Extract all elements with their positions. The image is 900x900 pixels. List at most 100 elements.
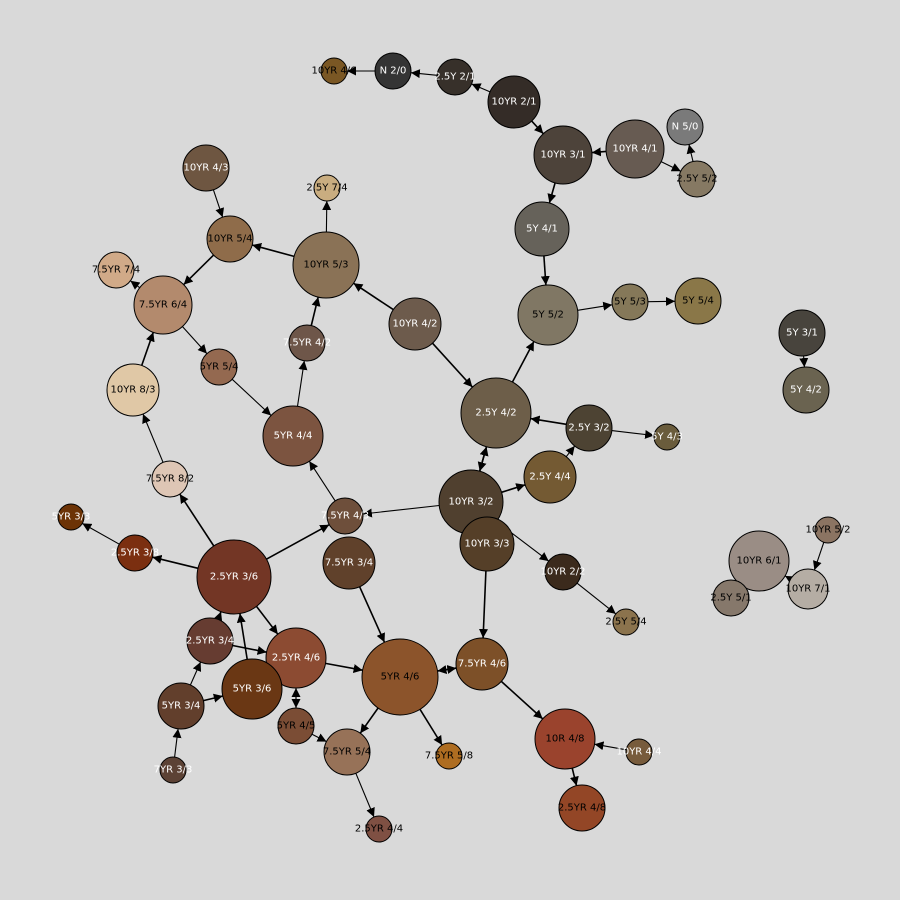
node-10yr-5-4[interactable]: 10YR 5/4 [206,215,254,263]
edge-10yr-4-1-to-10yr-3-1 [591,147,607,157]
node-7-5yr-6-4[interactable]: 7.5YR 6/4 [133,275,193,335]
node-5yr-3-3[interactable]: 5YR 3/3 [52,503,91,531]
node-label: 5YR 4/5 [277,721,316,732]
edge-2-5yr-3-6-to-7-5yr-8-2 [179,493,215,547]
node-2-5yr-3-6[interactable]: 2.5YR 3/6 [196,539,272,615]
node-label: 2.5Y 3/2 [568,423,609,434]
edge-2-5yr-4-6-to-5yr-4-6 [325,662,363,674]
edge-7-5yr-8-2-to-10yr-8-3 [142,413,164,463]
node-5yr-4-6[interactable]: 5YR 4/6 [361,638,439,716]
node-label: N 5/0 [672,122,699,133]
node-5y-5-2[interactable]: 5Y 5/2 [517,284,579,346]
node-label: 5YR 3/6 [233,684,272,695]
node-5y-4-1[interactable]: 5Y 4/1 [514,201,570,257]
node-circle [534,708,596,770]
node-label: 7.5YR 6/4 [139,300,187,311]
node-2-5y-4-4[interactable]: 2.5Y 4/4 [523,450,577,504]
node-10yr-3-3[interactable]: 10YR 3/3 [459,516,515,572]
node-10yr-7-1[interactable]: 10YR 7/1 [785,568,831,610]
edge-10yr-5-3-to-10yr-5-4 [251,243,295,258]
node-5y-5-4[interactable]: 5Y 5/4 [674,277,722,325]
node-10yr-2-2[interactable]: 10YR 2/2 [540,553,586,591]
node-10yr-2-1[interactable]: 10YR 2/1 [487,75,541,129]
node-2-5y-3-2[interactable]: 2.5Y 3/2 [565,404,613,452]
node-5yr-4-5[interactable]: 5YR 4/5 [277,707,316,745]
edge-5yr-5-4-to-5yr-4-4 [231,378,272,416]
node-circle [533,125,593,185]
node-5yr-3-4[interactable]: 5YR 3/4 [157,682,205,730]
edge-7-5yr-4-3-to-5yr-4-4 [308,460,336,502]
node-circle [605,119,665,179]
node-2-5y-5-2[interactable]: 2.5Y 5/2 [676,160,718,198]
node-circle [277,707,315,745]
node-label: 10YR 4/2 [392,319,437,330]
node-2-5y-5-1[interactable]: 2.5Y 5/1 [710,579,752,617]
node-label: 10YR 4/1 [612,144,657,155]
node-5y-3-1[interactable]: 5Y 3/1 [778,309,826,357]
node-10r-4-8[interactable]: 10R 4/8 [534,708,596,770]
edge-10yr-3-1-to-5y-4-1 [547,182,557,204]
node-circle [196,539,272,615]
node-2-5y-4-2[interactable]: 2.5Y 4/2 [460,377,532,449]
node-2-5yr-4-6[interactable]: 2.5YR 4/6 [265,627,327,689]
node-circle [361,638,439,716]
node-label: 10YR 4/3 [183,163,228,174]
node-2-5yr-4-4[interactable]: 2.5YR 4/4 [355,815,403,843]
node-10yr-4-6[interactable]: 10YR 4/6 [311,57,357,85]
edge-7-5yr-5-4-to-2-5yr-4-4 [355,772,375,818]
node-2-5y-2-1[interactable]: 2.5Y 2/1 [434,58,476,96]
node-label: 10YR 5/4 [207,234,252,245]
node-circle [159,756,187,784]
node-7-5yr-3-4[interactable]: 7.5YR 3/4 [322,536,376,590]
node-7-5yr-8-2[interactable]: 7.5YR 8/2 [146,460,194,498]
node-2-5yr-4-8[interactable]: 2.5YR 4/8 [558,784,606,832]
node-label: 5YR 3/4 [162,701,201,712]
node-7-5yr-4-6[interactable]: 7.5YR 4/6 [455,637,509,691]
node-10yr-5-2[interactable]: 10YR 5/2 [805,516,851,544]
node-5y-4-2[interactable]: 5Y 4/2 [782,366,830,414]
node-2-5yr-3-8[interactable]: 2.5YR 3/8 [111,534,159,572]
edge-2-5yr-3-4-to-2-5yr-4-6 [232,644,267,655]
node-5yr-5-4[interactable]: 5YR 5/4 [200,348,239,386]
node-circle [388,297,442,351]
node-10yr-6-1[interactable]: 10YR 6/1 [728,530,790,592]
node-7-5yr-7-4[interactable]: 7.5YR 7/4 [92,251,140,289]
node-circle [455,637,509,691]
node-10yr-4-1[interactable]: 10YR 4/1 [605,119,665,179]
node-5y-5-3[interactable]: 5Y 5/3 [611,283,649,321]
edge-5yr-3-4-to-2-5yr-3-4 [189,661,202,686]
node-5y-4-3[interactable]: 5Y 4/3 [651,423,683,451]
node-label: 10YR 2/1 [491,97,536,108]
node-7-5yr-5-8[interactable]: 7.5YR 5/8 [425,742,473,770]
edge-5y-3-1-to-5y-4-2 [799,355,809,368]
node-10yr-4-3[interactable]: 10YR 4/3 [182,144,230,192]
edge-10yr-4-1-to-2-5y-5-2 [660,161,682,172]
node-circle [728,530,790,592]
edge-5y-5-2-to-5y-5-3 [577,301,613,311]
node-7yr-3-3[interactable]: 7YR 3/3 [154,756,193,784]
edge-10yr-8-3-to-7-5yr-6-4 [140,332,155,366]
node-7-5yr-4-2[interactable]: 7.5YR 4/2 [283,324,331,362]
node-circle [565,404,613,452]
edge-2-5y-4-2-to-5y-5-2 [511,341,535,383]
node-10yr-4-4[interactable]: 10YR 4/4 [616,738,662,766]
node-n-5-0[interactable]: N 5/0 [666,108,704,146]
node-5yr-4-4[interactable]: 5YR 4/4 [262,405,324,467]
node-2-5y-7-4[interactable]: 2.5Y 7/4 [306,174,348,202]
node-2-5y-5-4[interactable]: 2.5Y 5/4 [605,608,647,636]
node-2-5yr-3-4[interactable]: 2.5YR 3/4 [186,617,234,665]
node-10yr-3-1[interactable]: 10YR 3/1 [533,125,593,185]
node-10yr-5-3[interactable]: 10YR 5/3 [292,231,360,299]
node-circle [57,503,85,531]
node-10yr-8-3[interactable]: 10YR 8/3 [106,363,160,417]
node-circle [674,277,722,325]
edge-2-5yr-3-6-to-2-5yr-3-8 [152,554,199,570]
node-n-2-0[interactable]: N 2/0 [374,52,412,90]
edge-10yr-3-2-to-2-5y-4-4 [501,483,526,494]
node-7-5yr-4-3[interactable]: 7.5YR 4/3 [321,497,369,535]
node-label: 2.5YR 4/8 [558,803,606,814]
node-7-5yr-5-4[interactable]: 7.5YR 5/4 [323,728,371,776]
node-5yr-3-6[interactable]: 5YR 3/6 [221,658,283,720]
node-10yr-4-2[interactable]: 10YR 4/2 [388,297,442,351]
node-label: 5Y 4/3 [651,432,683,443]
